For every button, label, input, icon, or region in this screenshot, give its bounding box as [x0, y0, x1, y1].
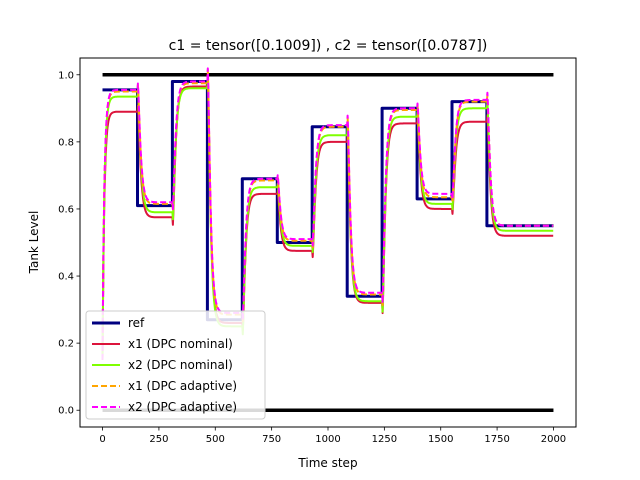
- series-line-x2-adaptive: [101, 67, 554, 360]
- legend-label: x2 (DPC adaptive): [128, 400, 237, 414]
- y-tick-label: 1.0: [58, 70, 74, 81]
- x-axis-label: Time step: [297, 456, 357, 470]
- x-tick-label: 1750: [484, 434, 509, 445]
- series-line-x2-nominal: [101, 73, 554, 360]
- x-tick-label: 250: [149, 434, 168, 445]
- series-layer: [101, 67, 554, 360]
- y-tick-label: 0.4: [58, 272, 74, 283]
- y-tick-label: 0.6: [58, 204, 74, 215]
- x-tick-label: 1250: [372, 434, 397, 445]
- y-axis-ticks: 0.0 0.2 0.4 0.6 0.8 1.0: [58, 70, 80, 417]
- y-tick-label: 0.2: [58, 339, 74, 350]
- x-axis-ticks: 0 250 500 750 1000 1250 1500 1750 2000: [99, 427, 566, 445]
- x-tick-label: 1000: [315, 434, 340, 445]
- chart-title: c1 = tensor([0.1009]) , c2 = tensor([0.0…: [169, 38, 488, 54]
- legend-box: [85, 310, 266, 420]
- legend: ref x1 (DPC nominal) x2 (DPC nominal) x1 (D…: [85, 310, 266, 420]
- legend-label: ref: [128, 316, 145, 330]
- x-tick-label: 750: [262, 434, 281, 445]
- x-tick-label: 0: [99, 434, 105, 445]
- legend-label: x1 (DPC adaptive): [128, 379, 237, 393]
- x-tick-label: 2000: [541, 434, 566, 445]
- legend-label: x1 (DPC nominal): [128, 337, 233, 351]
- y-tick-label: 0.8: [58, 137, 74, 148]
- y-tick-label: 0.0: [58, 406, 74, 417]
- series-line-ref: [102, 80, 554, 322]
- legend-label: x2 (DPC nominal): [128, 358, 233, 372]
- x-tick-label: 1500: [428, 434, 453, 445]
- x-tick-label: 500: [206, 434, 225, 445]
- y-axis-label: Tank Level: [27, 211, 41, 275]
